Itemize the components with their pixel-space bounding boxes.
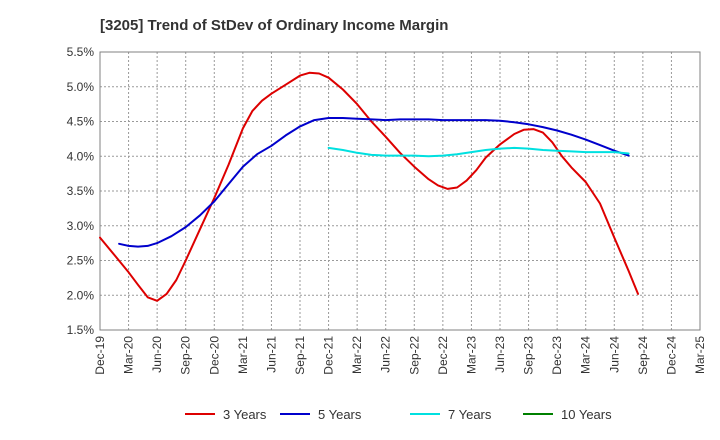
x-tick-label: Dec-24 <box>664 336 678 375</box>
series-line-5-years <box>118 117 630 248</box>
legend-label-10-years: 10 Years <box>561 407 612 422</box>
x-axis-tick-labels: Dec-19 Mar-20 Jun-20 Sep-20 Dec-20 Mar-21 Jun-… <box>93 336 707 375</box>
x-tick-label: Dec-19 <box>93 336 107 375</box>
x-tick-label: Sep-24 <box>636 336 650 375</box>
y-tick-label: 4.5% <box>67 115 95 129</box>
x-tick-label: Jun-21 <box>264 336 278 373</box>
x-tick-label: Dec-23 <box>550 336 564 375</box>
x-tick-label: Mar-22 <box>350 336 364 374</box>
x-tick-label: Jun-24 <box>607 336 621 373</box>
x-tick-label: Mar-21 <box>236 336 250 374</box>
legend-label-5-years: 5 Years <box>318 407 362 422</box>
y-tick-label: 3.0% <box>67 219 95 233</box>
x-tick-label: Jun-20 <box>150 336 164 373</box>
plot-area-frame <box>99 51 701 331</box>
x-tick-label: Sep-23 <box>522 336 536 375</box>
y-tick-label: 2.5% <box>67 254 95 268</box>
series-line-3-years <box>99 71 639 302</box>
x-tick-label: Mar-25 <box>693 336 707 374</box>
x-tick-label: Sep-21 <box>293 336 307 375</box>
x-tick-label: Sep-22 <box>407 336 421 375</box>
x-tick-label: Jun-22 <box>379 336 393 373</box>
x-tick-label: Mar-23 <box>464 336 478 374</box>
series-lines <box>99 71 639 302</box>
chart-title: [3205] Trend of StDev of Ordinary Income… <box>100 17 448 34</box>
y-tick-label: 3.5% <box>67 184 95 198</box>
y-axis-tick-labels: 5.5% 5.0% 4.5% 4.0% 3.5% 3.0% 2.5% 2.0% 1.5% <box>67 45 95 337</box>
x-tick-label: Dec-21 <box>322 336 336 375</box>
legend: 3 Years 5 Years 7 Years 10 Years <box>185 407 612 422</box>
x-tick-label: Dec-22 <box>436 336 450 375</box>
legend-label-7-years: 7 Years <box>448 407 492 422</box>
y-tick-label: 5.5% <box>67 45 95 59</box>
y-tick-label: 2.0% <box>67 288 95 302</box>
x-tick-label: Dec-20 <box>207 336 221 375</box>
x-tick-label: Jun-23 <box>493 336 507 373</box>
legend-label-3-years: 3 Years <box>223 407 267 422</box>
x-tick-label: Mar-24 <box>579 336 593 374</box>
y-tick-label: 4.0% <box>67 149 95 163</box>
x-tick-label: Sep-20 <box>179 336 193 375</box>
series-line-7-years <box>327 146 630 158</box>
y-tick-label: 1.5% <box>67 323 95 337</box>
y-tick-label: 5.0% <box>67 80 95 94</box>
x-tick-label: Mar-20 <box>122 336 136 374</box>
grid-lines <box>99 51 701 331</box>
